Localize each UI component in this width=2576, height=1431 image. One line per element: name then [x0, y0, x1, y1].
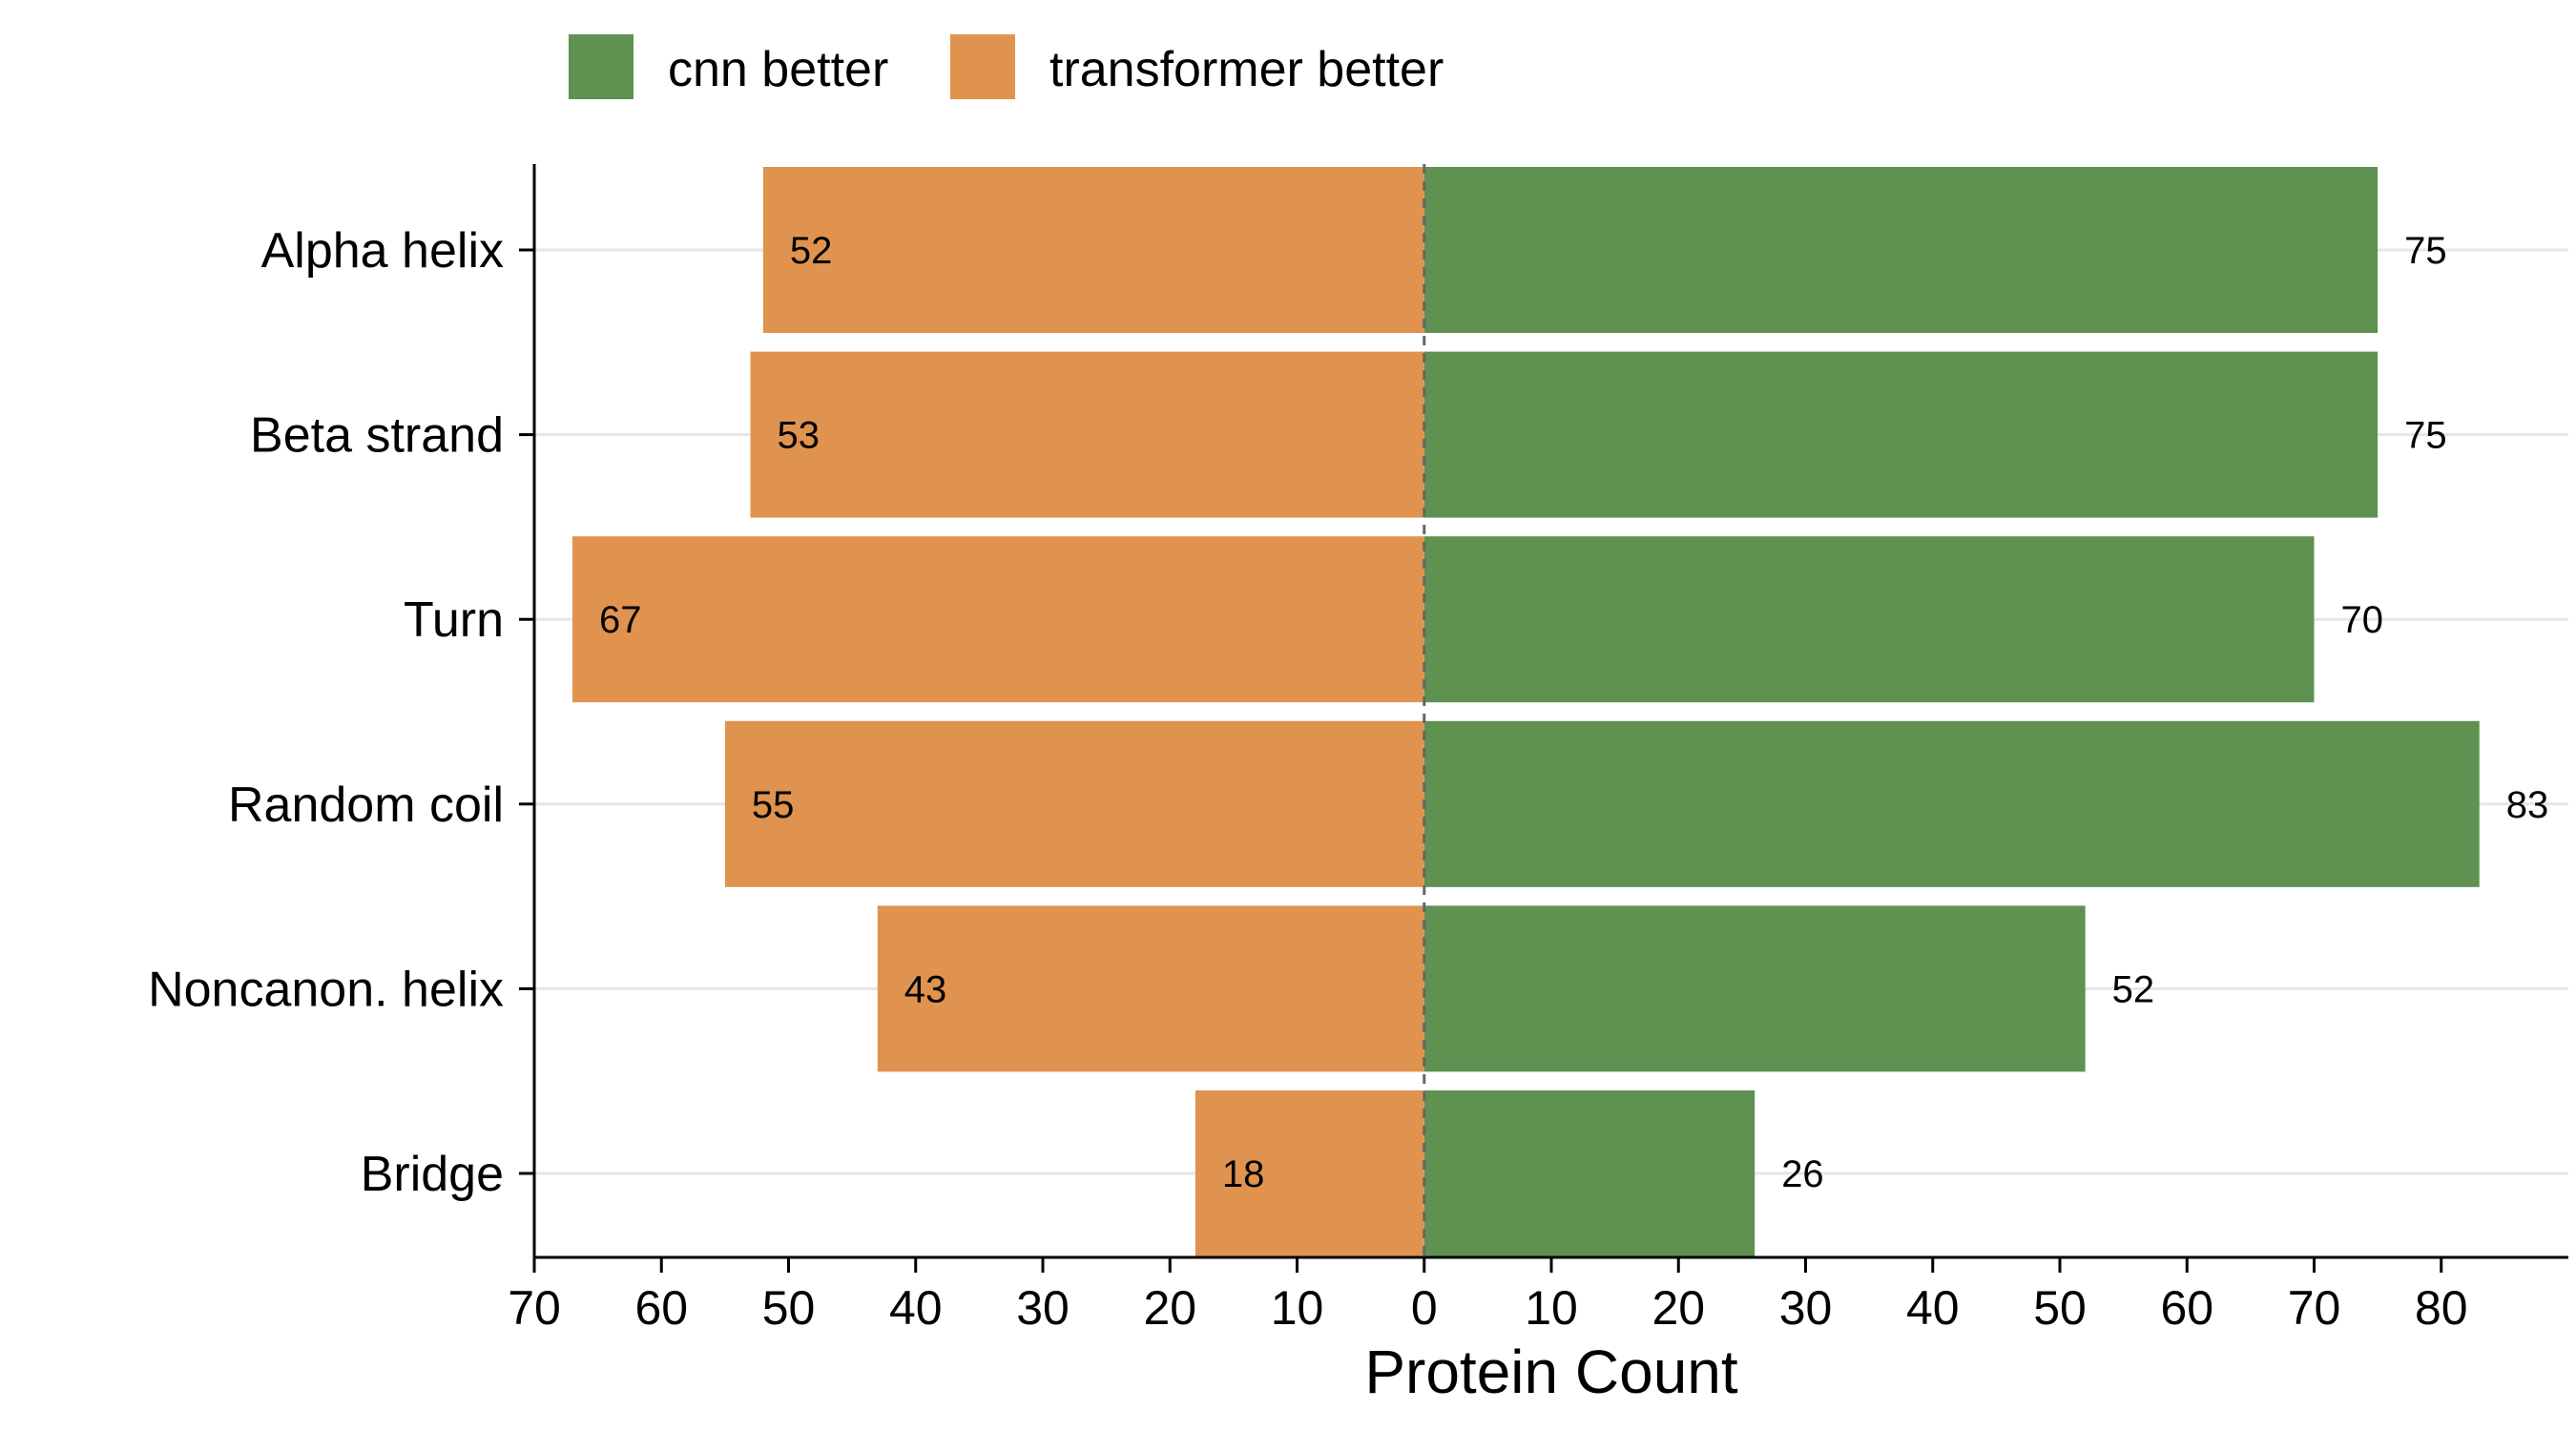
category-label: Beta strand — [250, 408, 504, 464]
legend-swatch — [950, 34, 1015, 99]
x-tick-label: 20 — [1652, 1281, 1705, 1335]
x-tick-label: 10 — [1525, 1281, 1578, 1335]
x-tick-label: 80 — [2415, 1281, 2468, 1335]
legend-swatch — [569, 34, 634, 99]
bar-cnn-better — [1423, 720, 2480, 887]
bar-transformer-better — [877, 905, 1424, 1072]
bar-cnn-better — [1423, 351, 2379, 518]
data-label-transformer-better: 43 — [904, 968, 947, 1010]
x-tick-label: 50 — [2033, 1281, 2087, 1335]
x-tick-label: 70 — [508, 1281, 561, 1335]
data-label-transformer-better: 52 — [790, 230, 833, 272]
bar-cnn-better — [1423, 1090, 1755, 1256]
bar-transformer-better — [571, 536, 1424, 703]
category-label: Bridge — [361, 1147, 504, 1202]
data-label-transformer-better: 53 — [778, 415, 821, 457]
x-tick-label: 20 — [1143, 1281, 1196, 1335]
data-label-transformer-better: 18 — [1222, 1153, 1265, 1195]
data-labels: 75 52 75 53 70 67 83 55 52 43 26 18 — [599, 230, 2548, 1195]
bar-transformer-better — [762, 167, 1424, 333]
legend-label: cnn better — [668, 42, 888, 97]
data-label-cnn-better: 75 — [2404, 415, 2447, 457]
bar-transformer-better — [724, 720, 1424, 887]
x-tick-label: 50 — [762, 1281, 816, 1335]
category-label: Alpha helix — [261, 223, 504, 279]
x-tick-label: 30 — [1779, 1281, 1833, 1335]
x-tick-label: 70 — [2288, 1281, 2341, 1335]
data-label-cnn-better: 75 — [2404, 230, 2447, 272]
data-label-transformer-better: 67 — [599, 599, 642, 641]
bar-transformer-better — [750, 351, 1424, 518]
category-label: Noncanon. helix — [148, 962, 504, 1017]
x-tick-label: 60 — [634, 1281, 688, 1335]
bar-cnn-better — [1423, 167, 2379, 333]
category-label: Random coil — [228, 778, 504, 833]
x-tick-label: 10 — [1271, 1281, 1324, 1335]
bar-cnn-better — [1423, 905, 2086, 1072]
legend-label: transformer better — [1049, 42, 1444, 97]
data-label-cnn-better: 70 — [2341, 599, 2384, 641]
bars — [571, 167, 2480, 1256]
x-tick-label: 0 — [1411, 1281, 1438, 1335]
bar-cnn-better — [1423, 536, 2315, 703]
category-label: Turn — [404, 592, 504, 648]
legend: cnn better transformer better — [569, 34, 1444, 99]
x-tick-label: 40 — [1906, 1281, 1960, 1335]
data-label-cnn-better: 83 — [2506, 784, 2549, 826]
x-axis-title: Protein Count — [1364, 1338, 1738, 1406]
x-tick-label: 60 — [2160, 1281, 2213, 1335]
data-label-cnn-better: 52 — [2112, 968, 2155, 1010]
data-label-transformer-better: 55 — [752, 784, 795, 826]
x-tick-label: 30 — [1016, 1281, 1070, 1335]
data-label-cnn-better: 26 — [1781, 1153, 1824, 1195]
x-tick-label: 40 — [889, 1281, 943, 1335]
bar-transformer-better — [1195, 1090, 1424, 1256]
axes: Alpha helix Beta strand Turn Random coil Non… — [148, 164, 2568, 1335]
